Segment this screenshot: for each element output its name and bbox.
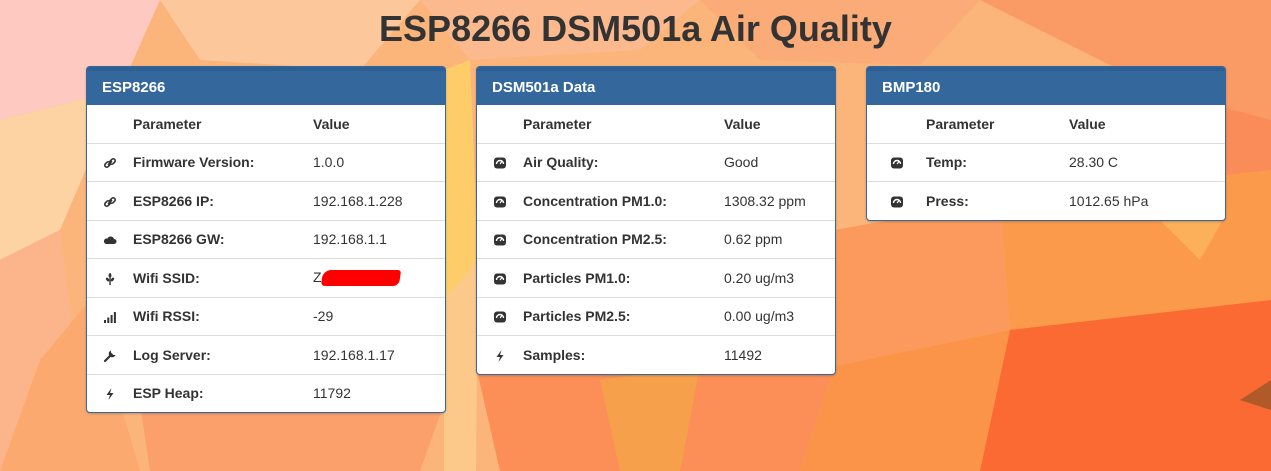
row-label: Firmware Version: xyxy=(133,142,313,182)
row-value: 0.00 ug/m3 xyxy=(724,296,835,336)
table-row-log-server: Log Server: 192.168.1.17 xyxy=(87,335,445,374)
row-label: Press: xyxy=(926,181,1069,220)
table-row-conc-pm10: Concentration PM1.0: 1308.32 ppm xyxy=(477,181,835,220)
wrench-icon xyxy=(103,350,116,362)
dsm501a-table: Parameter Value Air Quality: Good Concen… xyxy=(477,105,835,374)
dashboard-icon xyxy=(890,157,903,169)
row-value: 1308.32 ppm xyxy=(724,181,835,220)
signal-icon xyxy=(104,312,116,324)
row-value: 192.168.1.1 xyxy=(313,219,445,259)
dashboard-icon xyxy=(890,196,903,208)
table-row-ip: ESP8266 IP: 192.168.1.228 xyxy=(87,181,445,220)
row-label: Log Server: xyxy=(133,335,313,374)
link-icon xyxy=(103,158,117,169)
column-header-parameter: Parameter xyxy=(926,115,995,132)
column-header-value: Value xyxy=(724,115,761,132)
row-label: Air Quality: xyxy=(523,142,724,182)
row-label: Particles PM1.0: xyxy=(523,258,724,297)
column-header-value: Value xyxy=(1069,115,1106,132)
dsm501a-panel-heading: DSM501a Data xyxy=(477,67,835,105)
esp8266-panel-heading: ESP8266 xyxy=(87,67,445,105)
row-value: Z xyxy=(313,258,445,297)
row-value: 28.30 C xyxy=(1069,142,1225,182)
row-value: 1012.65 hPa xyxy=(1069,181,1225,220)
bmp180-table: Parameter Value Temp: 28.30 C Press: 101… xyxy=(867,105,1225,220)
row-value: 192.168.1.228 xyxy=(313,181,445,220)
table-row-temp: Temp: 28.30 C xyxy=(867,142,1225,182)
row-value: 11492 xyxy=(724,335,835,374)
row-value: -29 xyxy=(313,296,445,336)
row-label: Wifi SSID: xyxy=(133,258,313,297)
table-row-conc-pm25: Concentration PM2.5: 0.62 ppm xyxy=(477,219,835,259)
row-value: Good xyxy=(724,142,835,182)
dashboard-icon xyxy=(494,311,506,323)
row-value: 192.168.1.17 xyxy=(313,335,445,374)
table-row-air-quality: Air Quality: Good xyxy=(477,142,835,182)
bmp180-panel-heading: BMP180 xyxy=(867,67,1225,105)
table-header-row: Parameter Value xyxy=(477,105,835,143)
table-row-heap: ESP Heap: 11792 xyxy=(87,373,445,412)
ssid-value: Z xyxy=(313,269,322,286)
column-header-parameter: Parameter xyxy=(133,115,202,132)
column-header-value: Value xyxy=(313,115,350,132)
row-label: Concentration PM2.5: xyxy=(523,219,724,259)
row-label: ESP Heap: xyxy=(133,373,313,412)
row-value: 0.62 ppm xyxy=(724,219,835,259)
esp8266-table: Parameter Value Firmware Version: 1.0.0 … xyxy=(87,105,445,412)
table-row-particles-pm25: Particles PM2.5: 0.00 ug/m3 xyxy=(477,296,835,336)
row-value: 11792 xyxy=(313,373,445,412)
table-row-gateway: ESP8266 GW: 192.168.1.1 xyxy=(87,219,445,259)
table-row-firmware: Firmware Version: 1.0.0 xyxy=(87,142,445,182)
row-label: Temp: xyxy=(926,142,1069,182)
table-row-samples: Samples: 11492 xyxy=(477,335,835,374)
cloud-icon xyxy=(103,236,117,245)
dashboard-icon xyxy=(494,196,506,208)
row-label: Samples: xyxy=(523,335,724,374)
dashboard-icon xyxy=(494,273,506,285)
flash-icon xyxy=(106,388,114,401)
row-label: ESP8266 IP: xyxy=(133,181,313,220)
row-label: ESP8266 GW: xyxy=(133,219,313,259)
row-value: 0.20 ug/m3 xyxy=(724,258,835,297)
row-label: Particles PM2.5: xyxy=(523,296,724,336)
esp8266-panel: ESP8266 Parameter Value Firmware Version… xyxy=(86,66,446,413)
link-icon xyxy=(103,196,117,207)
dashboard-icon xyxy=(494,234,506,246)
dashboard-icon xyxy=(494,157,506,169)
row-value: 1.0.0 xyxy=(313,142,445,182)
row-label: Wifi RSSI: xyxy=(133,296,313,336)
table-header-row: Parameter Value xyxy=(867,105,1225,143)
table-header-row: Parameter Value xyxy=(87,105,445,143)
row-label: Concentration PM1.0: xyxy=(523,181,724,220)
dsm501a-panel: DSM501a Data Parameter Value Air Quality… xyxy=(476,66,836,375)
column-header-parameter: Parameter xyxy=(523,115,592,132)
bmp180-panel: BMP180 Parameter Value Temp: 28.30 C Pre… xyxy=(866,66,1226,221)
table-row-particles-pm10: Particles PM1.0: 0.20 ug/m3 xyxy=(477,258,835,297)
table-row-ssid: Wifi SSID: Z xyxy=(87,258,445,297)
flash-icon xyxy=(496,349,504,362)
table-row-rssi: Wifi RSSI: -29 xyxy=(87,296,445,336)
table-row-press: Press: 1012.65 hPa xyxy=(867,181,1225,220)
page-title: ESP8266 DSM501a Air Quality xyxy=(379,8,892,49)
grain-icon xyxy=(105,272,115,285)
redaction-mark xyxy=(320,270,401,287)
